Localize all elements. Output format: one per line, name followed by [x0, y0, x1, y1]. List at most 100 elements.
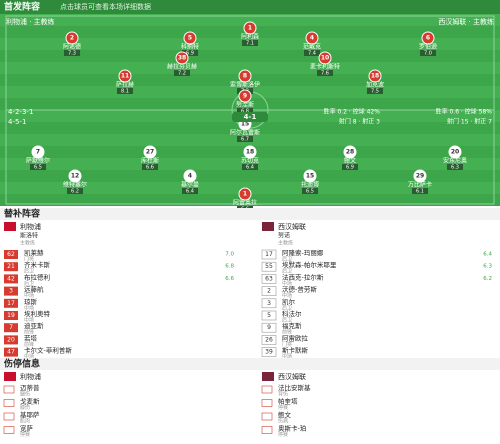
player-name: 库杜斯 [141, 157, 159, 165]
player-position: 前锋 [24, 341, 34, 348]
number-badge [261, 298, 277, 309]
player-position: 后卫 [282, 256, 292, 263]
player-position: 中场 [282, 353, 292, 360]
player-name: 福克斯 [282, 321, 302, 330]
player-number: 20 [7, 336, 15, 343]
injury-icon [261, 385, 273, 394]
player-name: 阿雷奥拉 [233, 199, 257, 207]
player-name: 基耶萨 [20, 410, 40, 419]
player-number: 18 [246, 149, 254, 156]
number-badge [4, 298, 18, 308]
player-rating: 6.5 [306, 189, 314, 195]
injury-reason: 肌肉 [20, 418, 30, 425]
rating-box [182, 188, 198, 194]
player-name: 萨默维尔 [26, 157, 50, 165]
player-name: 托迪博 [301, 181, 319, 189]
player-name: 范戴克 [303, 43, 321, 51]
number-badge [261, 249, 277, 260]
rating-box [420, 50, 436, 56]
stat: 射门 8 · 射正 3 [339, 118, 380, 126]
player-number: 1 [243, 191, 247, 198]
player-rating: 6.4 [246, 165, 254, 171]
player-position: 中场 [282, 292, 292, 299]
player-name: 索博斯洛伊 [230, 81, 260, 89]
number-badge [4, 250, 18, 259]
player-badge [238, 89, 252, 103]
player-badge [243, 145, 257, 159]
section-bar [0, 358, 500, 370]
player-number: 2 [70, 35, 74, 42]
pitch-stripe [0, 182, 500, 194]
player-name: 沃德-普劳斯 [282, 285, 317, 294]
injury-icon [261, 412, 273, 421]
player-badge [343, 145, 357, 159]
number-badge [4, 335, 18, 345]
player-number: 63 [265, 275, 273, 282]
stat: 胜率 0.2 · 控球 42% [324, 108, 381, 116]
player-rating: 7.0 [424, 51, 432, 57]
player-number: 28 [346, 149, 354, 156]
player-number: 19 [7, 312, 15, 319]
player-position: 后卫 [282, 317, 292, 324]
player-badge [448, 145, 462, 159]
player-name: 宽萨 [20, 424, 34, 433]
player-position: 后卫 [24, 268, 34, 275]
player-name: 远藤航 [24, 285, 44, 294]
player-badge [31, 145, 45, 159]
player-position: 后卫 [282, 268, 292, 275]
rating-box [412, 188, 428, 194]
player-position: 后卫 [282, 304, 292, 311]
injury-icon [261, 399, 273, 407]
player-name: 奥斯卡-珀 [278, 424, 306, 433]
player-rating: 7.4 [308, 51, 316, 57]
player-badge [303, 169, 317, 183]
number-badge [4, 274, 18, 284]
player-rating: 6.3 [451, 165, 459, 171]
player-name: 阿雷欧拉 [282, 333, 309, 342]
player-name: 琼斯 [24, 297, 38, 306]
injury-icon [261, 426, 273, 434]
player-name: 加克波 [366, 81, 384, 89]
player-rating: 6.1 [416, 189, 424, 195]
player-rating: 7.1 [246, 41, 254, 47]
player-number: 17 [7, 300, 15, 307]
player-number: 5 [267, 312, 271, 319]
rating-box [182, 50, 198, 56]
injury-reason: 腿伤 [20, 391, 30, 398]
player-number: 9 [267, 324, 271, 331]
team-logo [262, 222, 274, 231]
player-number: 9 [243, 93, 247, 100]
player-name: 若塔 [24, 333, 38, 342]
injury-icon [3, 385, 15, 394]
player-name: 鲍文 [278, 410, 292, 419]
injury-reason: 背伤 [278, 391, 288, 398]
player-number: 42 [7, 275, 15, 282]
player-badge [68, 169, 82, 183]
injury-icon [3, 399, 15, 407]
player-name: 阿利森 [241, 33, 259, 41]
player-position: 中场 [24, 304, 34, 311]
player-number: 7 [36, 149, 40, 156]
player-rating: 6.3 [483, 264, 492, 270]
coach-label: 主教练 [20, 240, 35, 247]
formation: 4-5-1 [8, 118, 26, 126]
